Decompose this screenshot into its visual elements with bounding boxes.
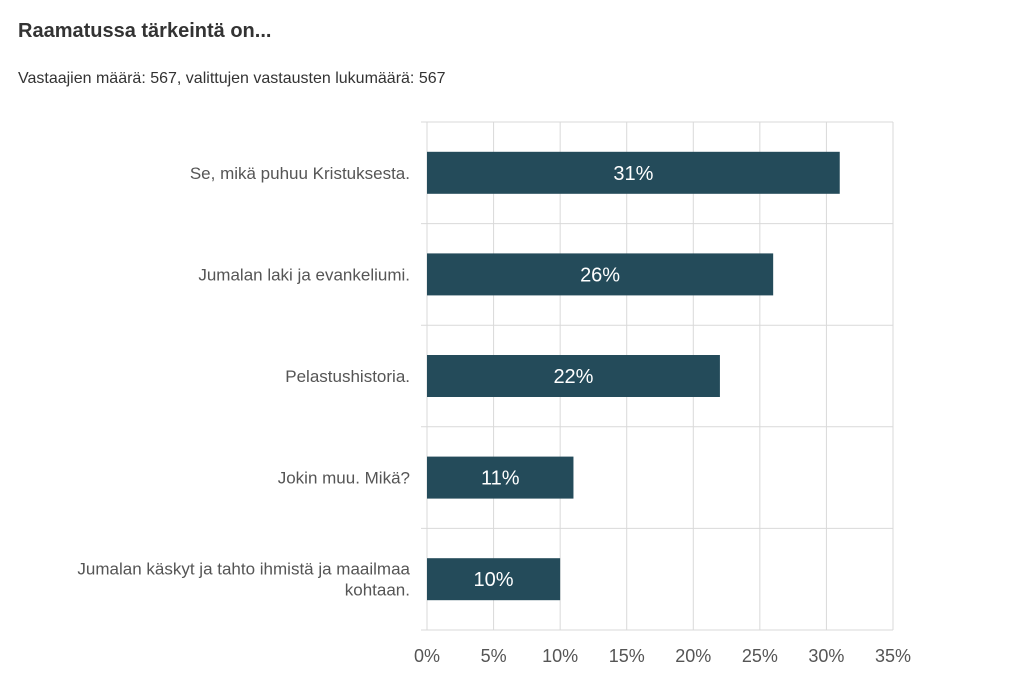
x-tick-label: 10% xyxy=(542,646,578,666)
grid-lines xyxy=(421,121,894,631)
category-label: kohtaan. xyxy=(345,581,410,600)
bar-value-label: 22% xyxy=(553,366,593,388)
x-tick-label: 0% xyxy=(414,646,440,666)
category-label: Jokin muu. Mikä? xyxy=(278,469,410,488)
x-tick-label: 20% xyxy=(675,646,711,666)
x-tick-label: 5% xyxy=(481,646,507,666)
bar xyxy=(427,253,774,296)
bar xyxy=(427,456,574,499)
bar-value-label: 26% xyxy=(580,264,620,286)
category-label: Se, mikä puhuu Kristuksesta. xyxy=(190,164,410,183)
chart-title: Raamatussa tärkeintä on... xyxy=(18,20,272,42)
bar xyxy=(427,355,720,397)
category-label: Jumalan laki ja evankeliumi. xyxy=(198,265,410,284)
bars: 31% 26% 22% 11% 10% xyxy=(427,151,840,601)
bar-value-label: 10% xyxy=(474,569,514,591)
category-label: Jumalan käskyt ja tahto ihmistä ja maail… xyxy=(77,560,410,579)
x-tick-label: 15% xyxy=(609,646,645,666)
category-label: Pelastushistoria. xyxy=(285,367,410,386)
category-labels: Se, mikä puhuu Kristuksesta. Jumalan laki… xyxy=(77,164,410,600)
x-tick-label: 35% xyxy=(875,646,911,666)
chart-subtitle: Vastaajien määrä: 567, valittujen vastau… xyxy=(18,70,446,87)
bar-value-label: 11% xyxy=(481,468,520,490)
x-tick-label: 25% xyxy=(742,646,778,666)
bar-value-label: 31% xyxy=(613,163,653,185)
x-axis-ticks: 0% 5% 10% 15% 20% 25% 30% 35% xyxy=(414,646,911,666)
x-tick-label: 30% xyxy=(808,646,844,666)
bar xyxy=(427,558,561,601)
bar xyxy=(427,151,840,194)
